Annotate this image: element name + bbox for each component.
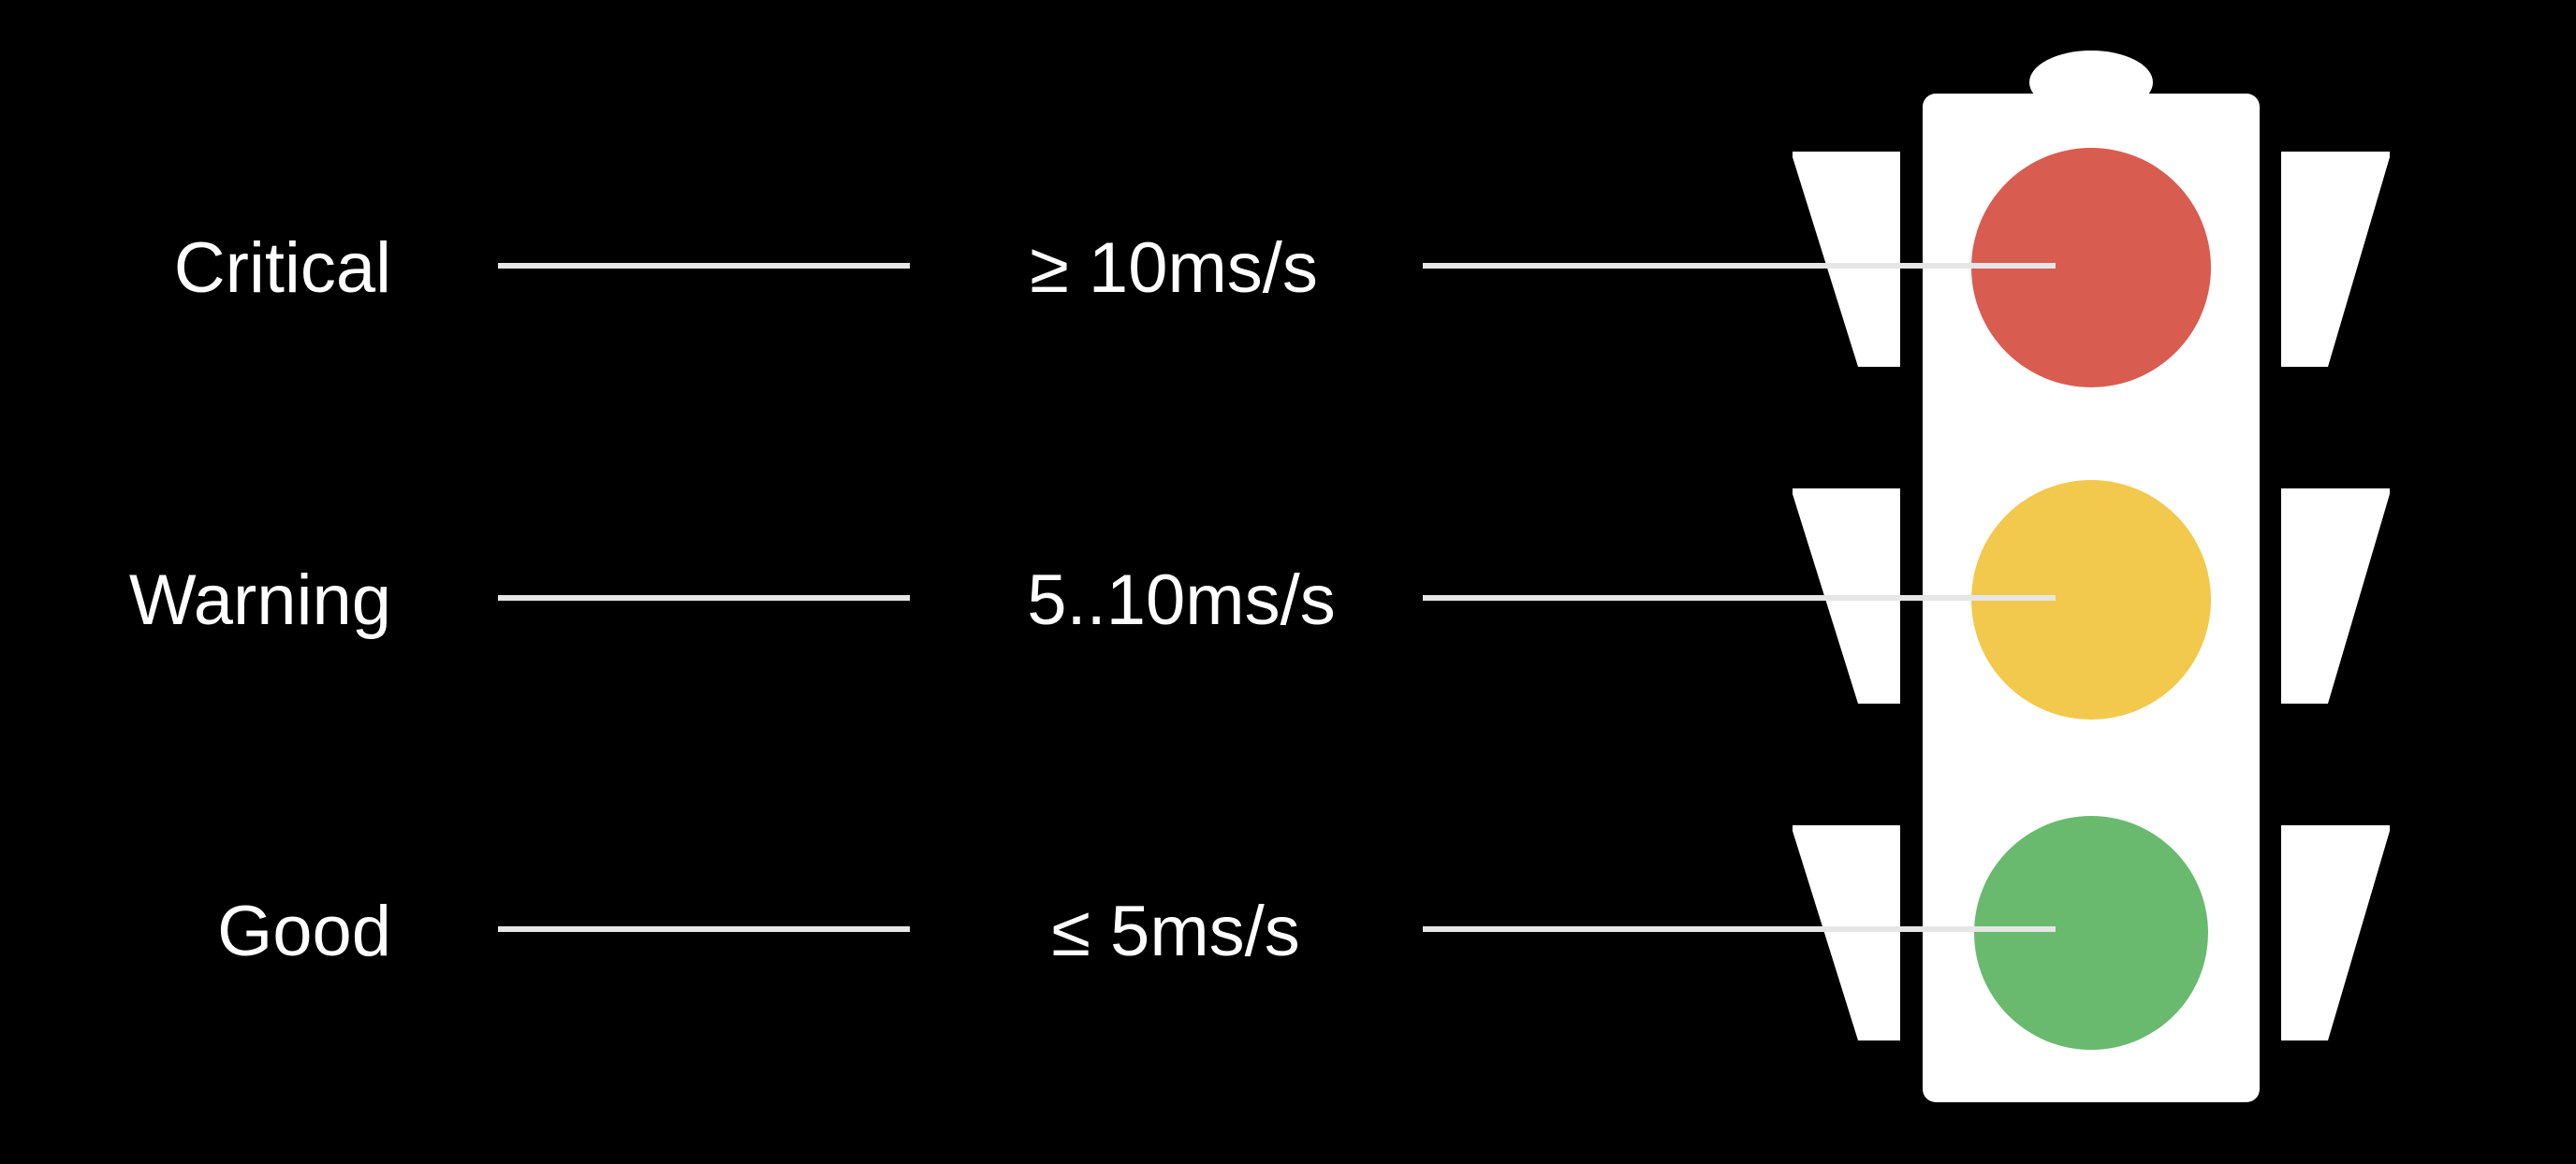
threshold-label-warning: 5..10ms/s bbox=[1027, 560, 1335, 640]
visor-left-critical bbox=[1793, 152, 1900, 367]
threshold-label-critical: ≥ 10ms/s bbox=[1030, 228, 1318, 308]
visor-right-good bbox=[2281, 825, 2390, 1040]
visor-left-good bbox=[1793, 825, 1900, 1040]
lamp-good bbox=[1974, 816, 2208, 1050]
visor-right-critical bbox=[2281, 152, 2390, 367]
lamp-critical bbox=[1971, 148, 2211, 387]
level-label-critical: Critical bbox=[174, 228, 391, 308]
level-label-warning: Warning bbox=[129, 560, 391, 640]
threshold-label-good: ≤ 5ms/s bbox=[1051, 892, 1300, 971]
level-label-good: Good bbox=[217, 892, 391, 971]
visor-right-warning bbox=[2281, 488, 2390, 704]
lamp-warning bbox=[1971, 480, 2211, 720]
